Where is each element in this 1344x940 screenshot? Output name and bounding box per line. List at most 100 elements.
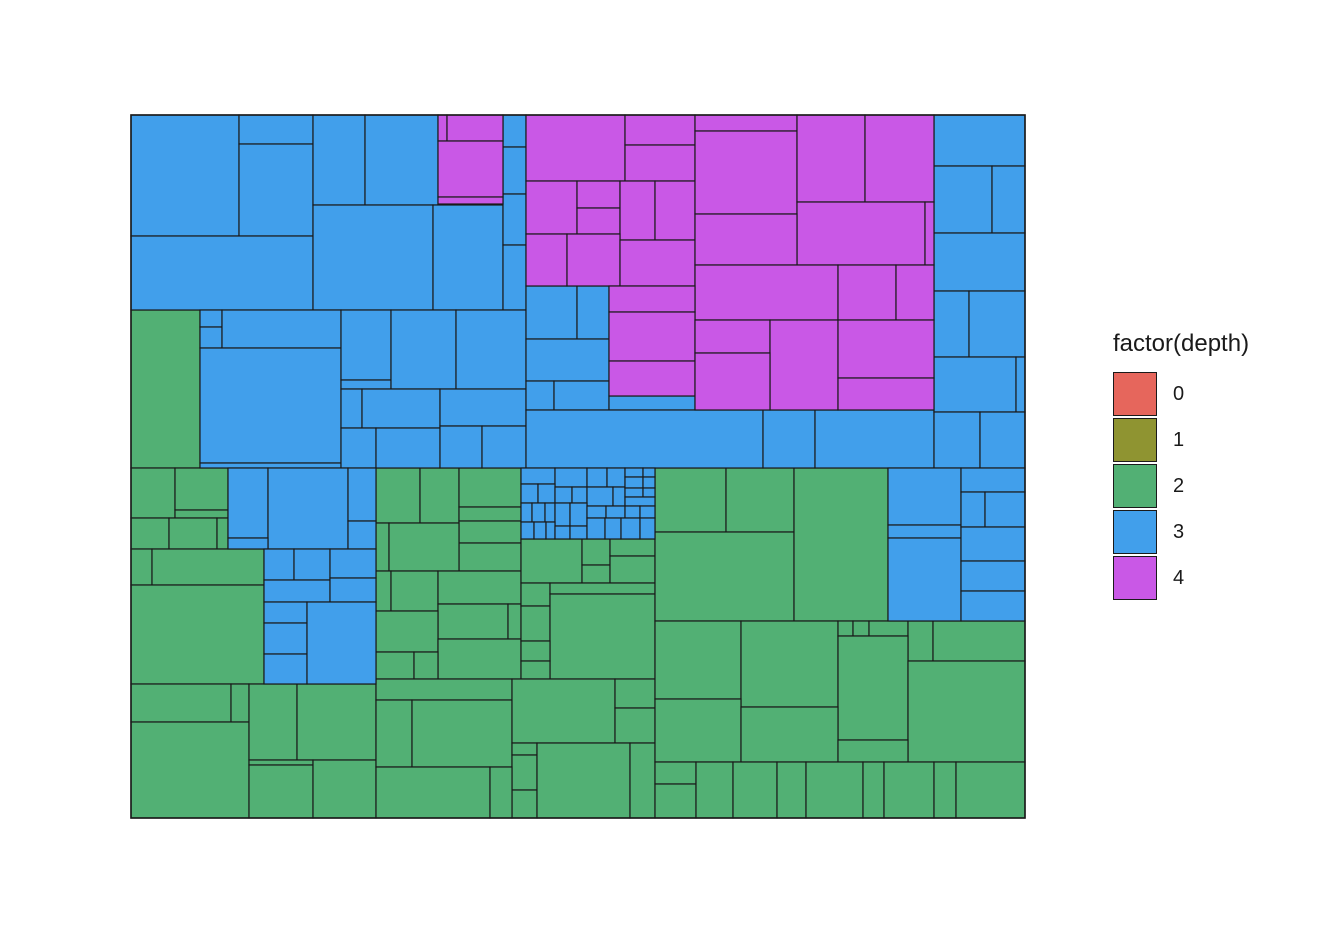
legend-item-3: 3 xyxy=(1113,510,1249,556)
treemap-tile-depth-3 xyxy=(199,326,223,349)
treemap-tile-depth-3 xyxy=(537,483,556,504)
treemap-tile-depth-2 xyxy=(609,538,656,557)
treemap-tile-depth-3 xyxy=(347,467,377,522)
treemap-tile-depth-2 xyxy=(536,742,631,819)
treemap-frame xyxy=(130,114,1026,819)
treemap-tile-depth-3 xyxy=(439,388,527,427)
treemap-tile-depth-3 xyxy=(520,521,535,540)
treemap-tile-depth-3 xyxy=(960,467,1026,493)
treemap-tile-depth-3 xyxy=(554,467,588,488)
treemap-tile-depth-2 xyxy=(868,620,909,637)
treemap-tile-depth-2 xyxy=(740,620,839,708)
treemap-tile-depth-3 xyxy=(933,411,981,469)
treemap-tile-depth-3 xyxy=(624,487,644,498)
treemap-tile-depth-3 xyxy=(221,309,342,349)
treemap-tile-depth-3 xyxy=(520,483,539,504)
legend-item-0: 0 xyxy=(1113,372,1249,418)
treemap-tile-depth-2 xyxy=(654,531,795,622)
treemap-tile-depth-3 xyxy=(576,285,610,340)
legend-label-3: 3 xyxy=(1173,521,1185,543)
treemap-tile-depth-2 xyxy=(883,761,935,819)
legend-label-0: 0 xyxy=(1173,383,1185,405)
treemap-tile-depth-2 xyxy=(725,467,795,533)
treemap-tile-depth-2 xyxy=(375,651,415,680)
treemap-tile-depth-4 xyxy=(624,114,696,146)
treemap-tile-depth-2 xyxy=(130,309,201,469)
treemap-tile-depth-3 xyxy=(639,505,656,519)
treemap-tile-depth-4 xyxy=(525,114,626,182)
treemap-tile-depth-2 xyxy=(609,555,656,584)
treemap-tile-depth-2 xyxy=(520,640,551,662)
treemap-tile-depth-4 xyxy=(796,201,926,266)
treemap-tile-depth-3 xyxy=(624,476,644,489)
treemap-tile-depth-4 xyxy=(837,319,935,379)
treemap-tile-depth-3 xyxy=(571,486,588,504)
treemap-tile-depth-3 xyxy=(554,486,573,504)
treemap-tile-depth-3 xyxy=(340,427,377,469)
treemap-tile-depth-4 xyxy=(608,285,696,313)
treemap-tile-depth-4 xyxy=(525,233,568,287)
treemap-tile-depth-3 xyxy=(263,653,308,685)
treemap-tile-depth-3 xyxy=(364,114,439,206)
treemap-tile-depth-2 xyxy=(654,467,727,533)
treemap-tile-depth-2 xyxy=(375,766,491,819)
treemap-tile-depth-2 xyxy=(907,620,934,662)
treemap-tile-depth-3 xyxy=(263,579,331,603)
treemap-tile-depth-3 xyxy=(199,462,342,469)
treemap-tile-depth-2 xyxy=(390,570,439,612)
treemap-tile-depth-3 xyxy=(525,380,555,411)
treemap-tile-depth-2 xyxy=(614,678,656,709)
treemap-tile-depth-2 xyxy=(413,651,439,680)
treemap-tile-depth-3 xyxy=(606,467,626,488)
treemap-tile-depth-3 xyxy=(624,496,656,507)
treemap-tile-depth-2 xyxy=(130,517,170,550)
treemap-tile-depth-3 xyxy=(525,285,578,340)
treemap-tile-depth-3 xyxy=(960,590,1026,622)
treemap-tile-depth-2 xyxy=(805,761,864,819)
treemap-tile-depth-3 xyxy=(933,114,1026,167)
treemap-tile-depth-2 xyxy=(793,467,889,622)
treemap-tile-depth-4 xyxy=(796,114,866,203)
treemap-tile-depth-2 xyxy=(732,761,778,819)
treemap-tile-depth-3 xyxy=(608,395,696,411)
treemap-tile-depth-2 xyxy=(837,620,854,637)
treemap-tile-depth-3 xyxy=(642,487,656,498)
treemap-tile-depth-2 xyxy=(695,761,734,819)
treemap-tile-depth-3 xyxy=(130,235,314,311)
treemap-tile-depth-3 xyxy=(586,486,614,507)
treemap-tile-depth-2 xyxy=(862,761,885,819)
treemap-tile-depth-4 xyxy=(437,196,504,205)
legend-key-1 xyxy=(1113,418,1157,462)
treemap-tile-depth-2 xyxy=(654,783,697,819)
treemap-tile-depth-3 xyxy=(933,232,1026,292)
treemap-tile-depth-3 xyxy=(199,347,342,464)
treemap-tile-depth-3 xyxy=(375,427,441,469)
treemap-tile-depth-3 xyxy=(545,521,556,540)
treemap-tile-depth-4 xyxy=(624,144,696,182)
legend-item-2: 2 xyxy=(1113,464,1249,510)
treemap-tile-depth-2 xyxy=(248,764,314,819)
legend-key-3 xyxy=(1113,510,1157,554)
treemap-tile-depth-2 xyxy=(375,610,439,653)
treemap-tile-depth-3 xyxy=(520,467,556,485)
legend-title: factor(depth) xyxy=(1113,330,1250,357)
treemap-tile-depth-3 xyxy=(960,491,986,528)
treemap-tile-depth-4 xyxy=(837,264,897,321)
treemap-tile-depth-3 xyxy=(1015,356,1026,413)
treemap-tile-depth-3 xyxy=(267,467,349,550)
treemap-tile-depth-3 xyxy=(991,165,1026,234)
treemap-tile-depth-3 xyxy=(340,388,363,429)
treemap-tile-depth-3 xyxy=(238,143,314,237)
treemap-tile-depth-3 xyxy=(887,537,962,622)
treemap-tile-depth-3 xyxy=(887,467,962,526)
treemap-tile-depth-3 xyxy=(502,114,527,148)
treemap-tile-depth-2 xyxy=(549,593,656,680)
treemap-tile-depth-2 xyxy=(740,706,839,763)
treemap-tile-depth-2 xyxy=(151,548,265,586)
treemap-tile-depth-2 xyxy=(654,620,742,700)
treemap-tile-depth-3 xyxy=(554,502,571,527)
treemap-tile-depth-2 xyxy=(654,761,697,785)
treemap-tile-depth-3 xyxy=(312,204,434,311)
treemap-tile-depth-3 xyxy=(612,486,626,507)
treemap-tile-depth-4 xyxy=(694,319,771,354)
